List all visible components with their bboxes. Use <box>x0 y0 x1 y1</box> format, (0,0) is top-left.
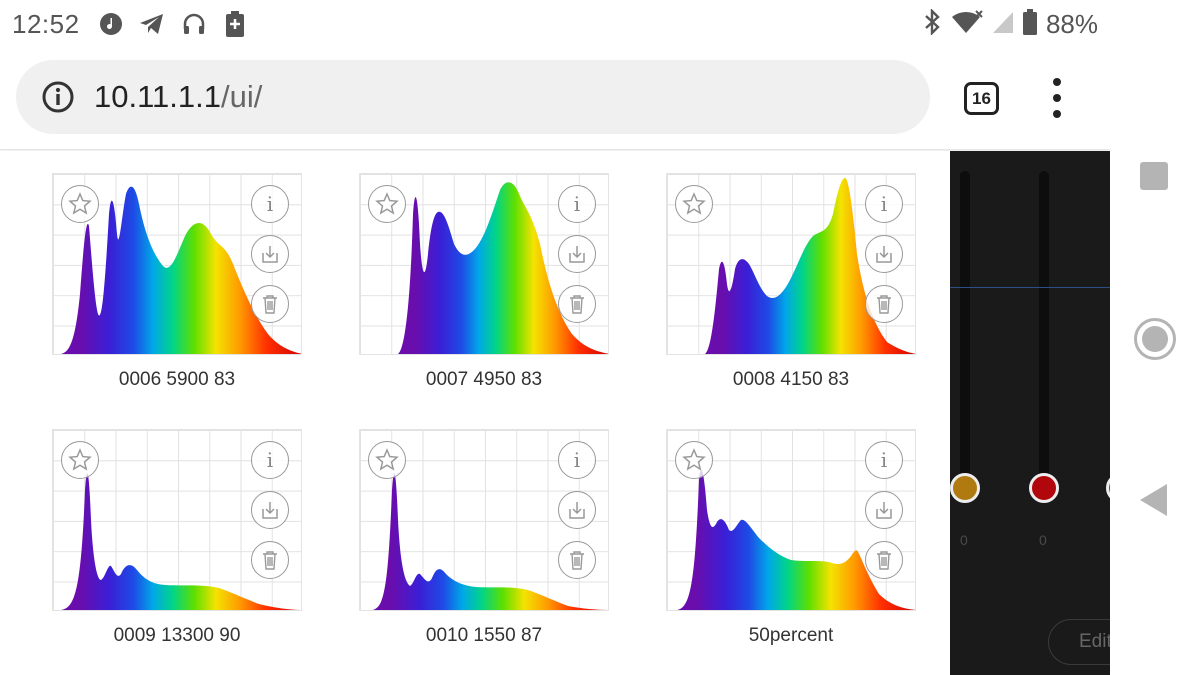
download-icon[interactable] <box>251 235 289 273</box>
delete-icon[interactable] <box>558 541 596 579</box>
favorite-star-icon[interactable] <box>675 441 713 479</box>
battery-percent: 88% <box>1045 9 1098 39</box>
status-bar: 12:52 88% <box>0 0 1110 48</box>
download-icon[interactable] <box>251 491 289 529</box>
recents-icon[interactable] <box>1140 162 1168 190</box>
battery-saver-icon <box>222 11 248 37</box>
spectrum-card[interactable]: i 0007 4950 83 <box>359 173 609 390</box>
bluetooth-icon <box>922 8 942 40</box>
android-nav-bar <box>1110 0 1200 675</box>
address-bar[interactable]: 10.11.1.1/ui/ <box>16 60 930 134</box>
back-icon[interactable] <box>1140 484 1167 516</box>
slider-knob-amber[interactable] <box>950 473 980 503</box>
slider-value-red: 0 <box>1039 532 1047 548</box>
edit-button[interactable]: Edit <box>1048 619 1110 665</box>
status-right: 88% <box>922 8 1098 40</box>
spectrum-gallery: i 0006 5900 83 i 0007 4 <box>0 151 950 675</box>
site-info-icon[interactable] <box>42 81 74 113</box>
delete-icon[interactable] <box>865 541 903 579</box>
status-time: 12:52 <box>12 9 80 39</box>
favorite-star-icon[interactable] <box>61 185 99 223</box>
channel-slider-panel: 0 0 Edit <box>950 151 1110 675</box>
spectrum-label: 50percent <box>748 625 834 646</box>
favorite-star-icon[interactable] <box>368 185 406 223</box>
spectrum-curve <box>398 182 608 354</box>
browser-toolbar: 10.11.1.1/ui/ 16 <box>0 48 1110 150</box>
info-icon[interactable]: i <box>865 185 903 223</box>
download-icon[interactable] <box>865 491 903 529</box>
spectrum-label: 0009 13300 90 <box>113 625 241 646</box>
music-icon <box>98 11 124 37</box>
overflow-menu-icon[interactable] <box>1044 78 1070 118</box>
slider-knob-red[interactable] <box>1029 473 1059 503</box>
favorite-star-icon[interactable] <box>368 441 406 479</box>
url-text[interactable]: 10.11.1.1/ui/ <box>94 79 262 115</box>
spectrum-label: 0010 1550 87 <box>425 625 543 646</box>
spectrum-thumbnail[interactable]: i <box>359 173 609 355</box>
spectrum-card[interactable]: i 0009 13300 90 <box>52 429 302 646</box>
delete-icon[interactable] <box>865 285 903 323</box>
spectrum-curve <box>61 186 301 354</box>
slider-value-amber: 0 <box>960 532 968 548</box>
info-icon[interactable]: i <box>865 441 903 479</box>
delete-icon[interactable] <box>558 285 596 323</box>
spectrum-thumbnail[interactable]: i <box>666 429 916 611</box>
spectrum-thumbnail[interactable]: i <box>666 173 916 355</box>
headphones-icon <box>181 11 207 37</box>
wifi-icon <box>950 9 984 40</box>
favorite-star-icon[interactable] <box>675 185 713 223</box>
spectrum-label: 0008 4150 83 <box>732 369 850 390</box>
url-path: /ui/ <box>220 79 263 114</box>
info-icon[interactable]: i <box>558 441 596 479</box>
battery-icon <box>1022 9 1038 40</box>
info-icon[interactable]: i <box>251 441 289 479</box>
spectrum-card[interactable]: i 0006 5900 83 <box>52 173 302 390</box>
tab-switcher-button[interactable]: 16 <box>964 82 999 115</box>
download-icon[interactable] <box>865 235 903 273</box>
spectrum-label: 0007 4950 83 <box>425 369 543 390</box>
url-host: 10.11.1.1 <box>94 79 221 114</box>
spectrum-card[interactable]: i 50percent <box>666 429 916 646</box>
spectrum-thumbnail[interactable]: i <box>52 429 302 611</box>
info-icon[interactable]: i <box>558 185 596 223</box>
spectrum-curve <box>677 470 915 610</box>
spectrum-thumbnail[interactable]: i <box>359 429 609 611</box>
spectrum-label: 0006 5900 83 <box>118 369 236 390</box>
spectrum-card[interactable]: i 0010 1550 87 <box>359 429 609 646</box>
favorite-star-icon[interactable] <box>61 441 99 479</box>
info-icon[interactable]: i <box>251 185 289 223</box>
download-icon[interactable] <box>558 491 596 529</box>
slider-track-red[interactable] <box>1039 171 1049 491</box>
delete-icon[interactable] <box>251 541 289 579</box>
spectrum-curve <box>372 473 608 610</box>
slider-track-amber[interactable] <box>960 171 970 491</box>
spectrum-thumbnail[interactable]: i <box>52 173 302 355</box>
download-icon[interactable] <box>558 235 596 273</box>
telegram-icon <box>139 11 165 37</box>
home-icon[interactable] <box>1134 318 1176 360</box>
slider-reference-line <box>950 287 1110 288</box>
spectrum-curve <box>61 473 301 610</box>
delete-icon[interactable] <box>251 285 289 323</box>
signal-icon <box>992 10 1014 39</box>
spectrum-card[interactable]: i 0008 4150 83 <box>666 173 916 390</box>
spectrum-curve <box>705 178 915 354</box>
